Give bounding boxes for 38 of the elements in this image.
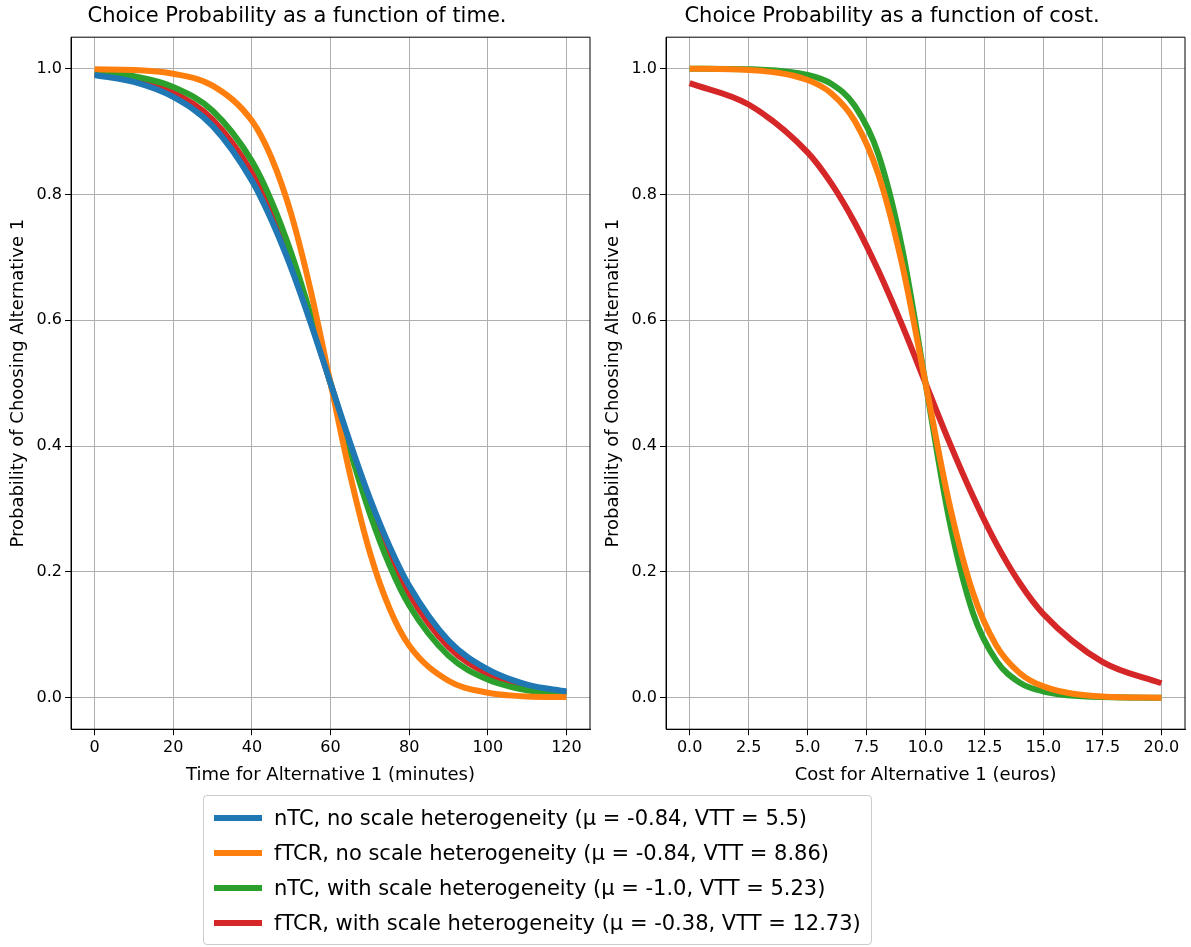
x-tick-label: 20 [163,736,184,756]
x-tick-label: 60 [320,736,341,756]
y-tick-label: 1.0 [36,57,63,77]
chart-title: Choice Probability as a function of cost. [684,3,1100,28]
chart-title: Choice Probability as a function of time. [87,3,507,28]
x-axis-title: Time for Alternative 1 (minutes) [185,762,475,784]
x-tick-label: 20.0 [1143,736,1180,756]
x-tick-label: 10.0 [907,736,944,756]
y-tick-label: 0.8 [36,183,63,203]
y-tick-label: 0.0 [36,686,63,706]
y-tick-label: 0.0 [631,686,658,706]
x-tick-label: 40 [241,736,263,756]
y-axis-title: Probability of Choosing Alternative 1 [6,218,28,548]
x-tick-label: 120 [551,736,582,756]
x-tick-label: 100 [472,736,504,756]
x-tick-label: 12.5 [966,736,1003,756]
y-axis-title: Probability of Choosing Alternative 1 [601,218,623,548]
y-tick-label: 0.6 [631,309,658,329]
legend-label: fTCR, with scale heterogeneity (μ = -0.38, VTT = 12.73) [274,910,861,935]
y-tick-label: 1.0 [631,57,658,77]
legend-label: nTC, with scale heterogeneity (μ = -1.0, VTT = 5.23) [274,875,826,900]
x-tick-label: 80 [398,736,420,756]
y-tick-label: 0.4 [36,435,63,455]
y-tick-label: 0.2 [631,561,658,581]
legend-label: nTC, no scale heterogeneity (μ = -0.84, VTT = 5.5) [274,805,807,830]
y-tick-label: 0.6 [36,309,63,329]
x-tick-label: 0 [89,736,100,756]
y-tick-label: 0.2 [36,561,63,581]
x-tick-label: 0.0 [676,736,703,756]
x-tick-label: 7.5 [853,736,880,756]
x-tick-label: 2.5 [735,736,762,756]
legend-label: fTCR, no scale heterogeneity (μ = -0.84, VTT = 8.86) [274,840,830,865]
y-tick-label: 0.8 [631,183,658,203]
x-axis-title: Cost for Alternative 1 (euros) [794,762,1057,784]
x-tick-label: 5.0 [794,736,821,756]
x-tick-label: 17.5 [1084,736,1121,756]
x-tick-label: 15.0 [1025,736,1062,756]
y-tick-label: 0.4 [631,435,658,455]
